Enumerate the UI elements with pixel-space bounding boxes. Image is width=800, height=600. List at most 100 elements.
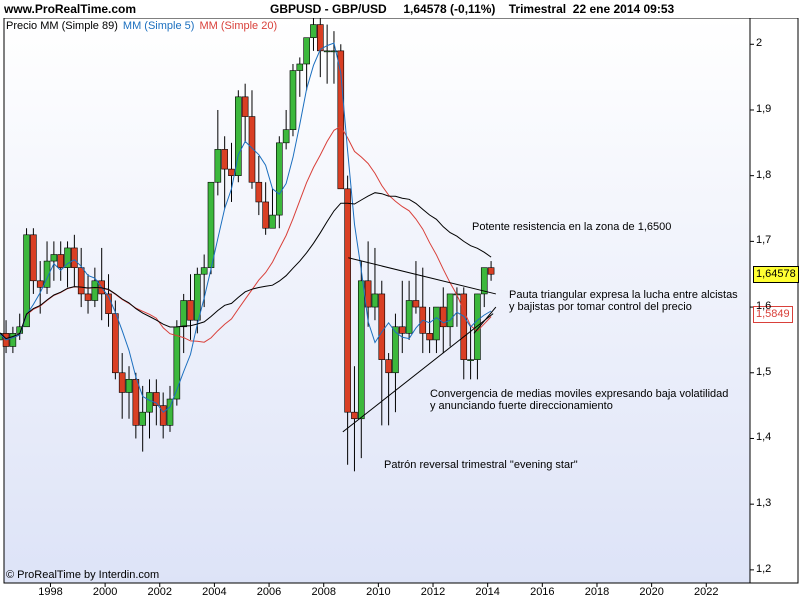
candle-body-22 — [146, 392, 153, 413]
candle-body-49 — [330, 50, 338, 53]
y-tick-label: 1,9 — [756, 102, 772, 115]
candle-body-5 — [30, 234, 37, 282]
candle-body-40 — [269, 214, 276, 229]
candle-body-32 — [214, 149, 222, 183]
triangle-lower-line-2 — [473, 306, 497, 334]
legend-ma89[interactable]: Precio MM (Simple 89) — [6, 20, 118, 32]
x-tick-label: 2012 — [420, 586, 446, 598]
candle-body-34 — [228, 168, 235, 176]
candle-body-13 — [84, 293, 92, 301]
ma89-line — [0, 192, 492, 340]
candle-body-20 — [132, 379, 140, 426]
x-tick-label: 2008 — [311, 586, 336, 598]
candle-body-61 — [412, 300, 420, 308]
candle-body-70 — [474, 293, 481, 360]
annotation-evening-star: Patrón reversal trimestral "evening star… — [384, 459, 578, 471]
candle-body-10 — [64, 247, 71, 268]
x-tick-label: 2014 — [475, 586, 500, 598]
y-tick-label: 1,4 — [756, 431, 772, 444]
candle-body-8 — [50, 254, 58, 262]
candle-body-71 — [480, 267, 488, 295]
candle-body-26 — [173, 326, 181, 400]
candle-body-64 — [433, 306, 440, 341]
candle-body-47 — [316, 24, 324, 52]
candle-body-2 — [9, 333, 17, 347]
x-tick-label: 2022 — [694, 586, 719, 598]
candle-body-52 — [351, 411, 358, 420]
candle-body-45 — [303, 37, 310, 65]
candle-body-57 — [385, 359, 392, 374]
candle-body-14 — [91, 280, 99, 301]
x-tick-label: 2020 — [639, 586, 664, 598]
candle-body-19 — [125, 379, 133, 393]
annotation-resistance: Potente resistencia en la zona de 1,6500 — [472, 221, 672, 233]
candle-body-38 — [255, 181, 263, 203]
candles-layer — [0, 0, 495, 472]
candle-body-30 — [200, 267, 208, 275]
x-tick-label: 2000 — [92, 586, 118, 598]
ma20-price-box: 1,5849 — [753, 306, 793, 323]
candle-body-43 — [289, 70, 297, 130]
candle-body-35 — [235, 96, 242, 176]
candle-body-18 — [118, 372, 126, 393]
indicator-legend: Precio MM (Simple 89) MM (Simple 5) MM (… — [6, 20, 279, 32]
candle-body-9 — [57, 254, 65, 268]
candle-body-44 — [296, 63, 304, 71]
candle-body-21 — [139, 411, 146, 426]
candle-body-39 — [262, 201, 269, 229]
candle-body-29 — [194, 273, 201, 321]
candle-body-48 — [323, 50, 331, 53]
triangle-upper-line — [348, 257, 496, 295]
candle-body-72 — [487, 267, 495, 275]
x-tick-label: 2004 — [202, 586, 227, 598]
copyright-text: © ProRealTime by Interdin.com — [6, 569, 160, 581]
annotation-convergence-line1: Convergencia de medias moviles expresand… — [430, 388, 729, 400]
candle-body-17 — [112, 313, 119, 374]
candle-body-36 — [241, 96, 249, 117]
x-tick-label: 2010 — [366, 586, 391, 598]
candle-body-51 — [344, 188, 351, 413]
moving-averages-layer — [0, 42, 492, 413]
candle-body-56 — [378, 293, 386, 360]
y-tick-label: 1,8 — [756, 168, 772, 181]
candle-body-28 — [187, 300, 194, 321]
candle-body-33 — [221, 149, 228, 170]
site-link[interactable]: www.ProRealTime.com — [4, 2, 137, 16]
ma5-line — [0, 42, 492, 413]
x-tick-label: 2016 — [530, 586, 555, 598]
legend-ma5[interactable]: MM (Simple 5) — [122, 20, 195, 32]
candle-body-7 — [43, 260, 51, 288]
candle-body-24 — [159, 405, 167, 426]
annotation-triangle-line2: y bajistas por tomar control del precio — [509, 301, 692, 313]
candle-body-6 — [36, 280, 44, 288]
candle-body-66 — [446, 293, 454, 328]
candle-body-55 — [371, 293, 379, 308]
candle-body-60 — [405, 300, 413, 334]
candle-body-4 — [23, 234, 30, 328]
y-axis-panel — [749, 17, 799, 584]
y-tick-label: 1,7 — [756, 234, 772, 247]
y-tick-label: 2 — [756, 37, 763, 50]
legend-ma20[interactable]: MM (Simple 20) — [199, 20, 278, 32]
annotation-lines — [342, 257, 497, 433]
candle-body-42 — [282, 129, 290, 144]
candle-body-53 — [357, 280, 365, 420]
candle-body-11 — [71, 247, 78, 268]
candle-body-23 — [153, 392, 160, 406]
candle-body-68 — [460, 293, 468, 360]
candle-body-65 — [439, 306, 447, 328]
candle-body-50 — [337, 50, 345, 190]
candle-body-46 — [310, 24, 317, 39]
annotation-triangle: Pauta triangular expresa la lucha entre … — [509, 289, 738, 313]
chart-header: www.ProRealTime.com GBPUSD - GBP/USD 1,6… — [0, 0, 800, 18]
candle-body-37 — [248, 116, 256, 183]
candle-body-41 — [276, 142, 283, 216]
y-tick-label: 1,3 — [756, 497, 772, 510]
x-tick-label: 2018 — [584, 586, 610, 598]
candle-body-54 — [364, 280, 372, 308]
y-tick-label: 1,5 — [756, 365, 772, 378]
current-price-box: 1,64578 — [753, 266, 799, 283]
chart-title: GBPUSD - GBP/USD 1,64578 (-0,11%) Trimes… — [270, 2, 675, 16]
annotation-convergence-line2: y anunciando fuerte direccionamiento — [430, 400, 613, 412]
